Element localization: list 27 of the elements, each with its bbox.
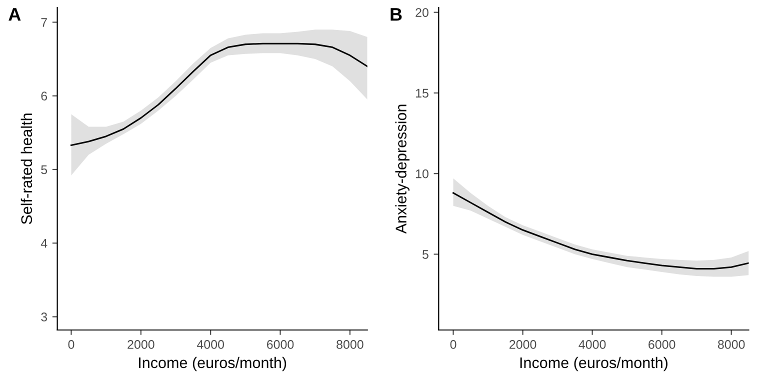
line-series [452, 192, 749, 270]
x-tick-label: 8000 [336, 340, 364, 349]
x-axis-title: Income (euros/month) [520, 356, 668, 372]
y-axis-title: Self-rated health [20, 114, 32, 224]
x-tick-label: 4000 [196, 340, 224, 349]
x-tick-label: 8000 [718, 340, 745, 349]
y-tick-label: 15 [416, 88, 428, 98]
line-series [70, 42, 368, 146]
y-tick-label: 5 [422, 250, 428, 259]
y-tick-label: 7 [41, 18, 47, 27]
y-tick-label: 10 [416, 169, 428, 178]
x-tick-label: 2000 [128, 340, 154, 349]
chart-title: A [8, 8, 21, 21]
x-axis-title: Income (euros/month) [139, 356, 286, 372]
y-tick-label: 5 [41, 165, 48, 174]
x-tick-label: 4000 [578, 340, 606, 349]
x-tick-label: 2000 [510, 340, 536, 349]
x-tick-label: 0 [450, 340, 456, 349]
y-axis-title: Anxiety-depression [395, 104, 410, 234]
x-tick-label: 6000 [648, 340, 676, 349]
y-tick-label: 20 [416, 8, 428, 17]
y-tick-label: 4 [40, 239, 48, 248]
chart-title: B [390, 8, 402, 21]
y-tick-label: 6 [41, 92, 48, 101]
y-tick-label: 3 [41, 312, 48, 322]
x-tick-label: 6000 [266, 340, 294, 349]
x-tick-label: 0 [68, 340, 74, 349]
